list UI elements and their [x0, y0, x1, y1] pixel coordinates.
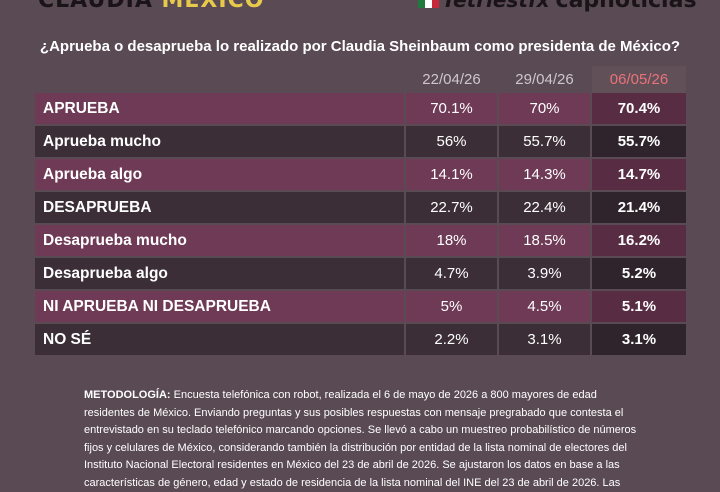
- row-label: Aprueba mucho: [35, 125, 405, 159]
- row-label: NO SÉ: [35, 323, 405, 357]
- data-label: 3.9%: [497, 257, 591, 291]
- row-label: DESAPRUEBA: [35, 191, 405, 225]
- data-label: 22.7%: [404, 191, 498, 225]
- row-label: Aprueba algo: [35, 158, 405, 192]
- data-label: 55.7%: [497, 125, 591, 159]
- table-row: Aprueba mucho 56% 55.7% 55.7%: [35, 125, 686, 159]
- row-label: Desaprueba algo: [35, 257, 405, 291]
- data-label: 55.7%: [590, 125, 686, 159]
- data-label: 18.5%: [497, 224, 591, 258]
- data-label: 70.1%: [404, 93, 498, 126]
- table-row: DESAPRUEBA 22.7% 22.4% 21.4%: [35, 191, 686, 225]
- data-label: 56%: [404, 125, 498, 159]
- data-label: 4.7%: [404, 257, 498, 291]
- column-header-latest: 06/05/26: [590, 66, 686, 93]
- header-spacer: [35, 66, 405, 93]
- data-label: 3.1%: [497, 323, 591, 357]
- table-row: Aprueba algo 14.1% 14.3% 14.7%: [35, 158, 686, 192]
- row-label: Desaprueba mucho: [35, 224, 405, 258]
- data-label: 5%: [404, 290, 498, 324]
- row-label: APRUEBA: [35, 93, 405, 126]
- data-label: 5.2%: [590, 257, 686, 291]
- data-label: 14.1%: [404, 158, 498, 192]
- column-header: 22/04/26: [404, 66, 498, 93]
- data-label: 21.4%: [590, 191, 686, 225]
- data-label: 22.4%: [497, 191, 591, 225]
- column-header: 29/04/26: [497, 66, 591, 93]
- table-header-row: 22/04/26 29/04/26 06/05/26: [35, 66, 686, 93]
- data-label: 18%: [404, 224, 498, 258]
- table-row: APRUEBA 70.1% 70% 70.4%: [35, 93, 686, 126]
- brand-logo-left: CLAUDIA MÉXICO: [38, 0, 265, 13]
- data-label: 3.1%: [590, 323, 686, 357]
- poll-results-table: 22/04/26 29/04/26 06/05/26 APRUEBA 70.1% 7…: [35, 66, 686, 357]
- data-label: 5.1%: [590, 290, 686, 324]
- data-label: 4.5%: [497, 290, 591, 324]
- top-brand-bar: CLAUDIA MÉXICO Tetriestfx capnoticias: [0, 0, 720, 14]
- row-label: NI APRUEBA NI DESAPRUEBA: [35, 290, 405, 324]
- methodology-text: Encuesta telefónica con robot, realizada…: [84, 389, 637, 489]
- data-label: 14.7%: [590, 158, 686, 192]
- data-label: 16.2%: [590, 224, 686, 258]
- data-label: 14.3%: [497, 158, 591, 192]
- data-label: 2.2%: [404, 323, 498, 357]
- data-label: 70.4%: [590, 93, 686, 126]
- methodology-note: METODOLOGÍA: Encuesta telefónica con rob…: [84, 387, 644, 492]
- data-label: 70%: [497, 93, 591, 126]
- methodology-label: METODOLOGÍA:: [84, 389, 171, 401]
- table-row: Desaprueba algo 4.7% 3.9% 5.2%: [35, 257, 686, 291]
- table-row: NI APRUEBA NI DESAPRUEBA 5% 4.5% 5.1%: [35, 290, 686, 324]
- brand-logo-right: Tetriestfx capnoticias: [418, 0, 697, 13]
- chart-title: ¿Aprueba o desaprueba lo realizado por C…: [39, 38, 681, 55]
- table-row: Desaprueba mucho 18% 18.5% 16.2%: [35, 224, 686, 258]
- table-row: NO SÉ 2.2% 3.1% 3.1%: [35, 323, 686, 357]
- mexico-flag-icon: [418, 0, 440, 8]
